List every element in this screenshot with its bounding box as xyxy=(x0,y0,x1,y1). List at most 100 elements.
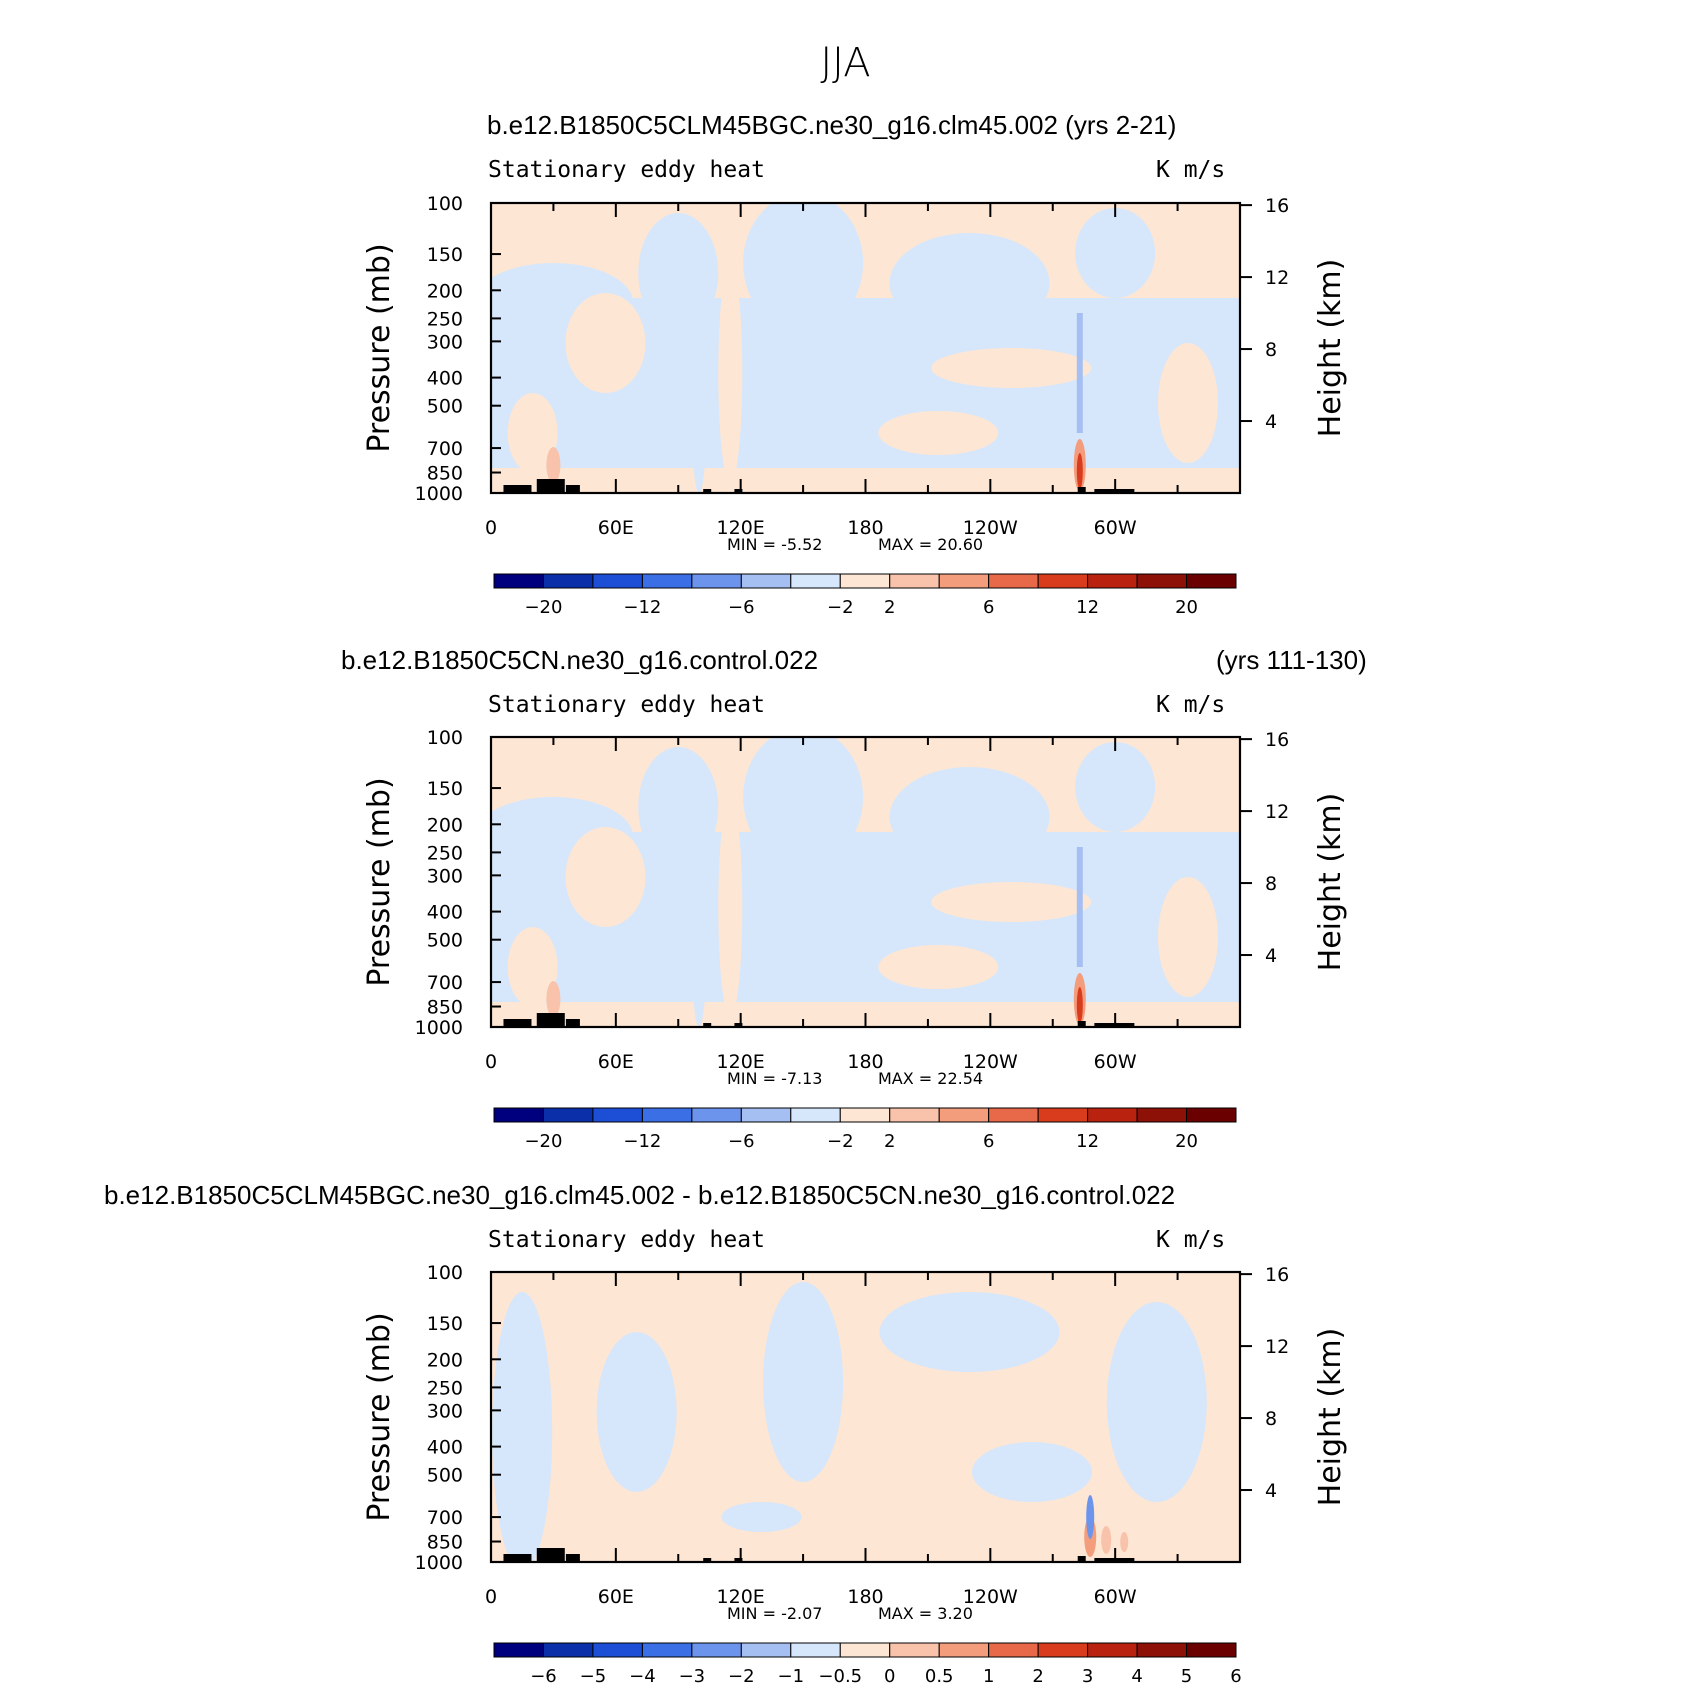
terrain xyxy=(536,1548,565,1562)
height-tick-label: 4 xyxy=(1265,1480,1277,1502)
height-tick-label: 12 xyxy=(1265,801,1289,823)
colorbar-label: −4 xyxy=(629,1666,656,1687)
y-axis-title-right: Height (km) xyxy=(1313,259,1348,438)
height-tick-label: 8 xyxy=(1265,873,1277,895)
colorbar-swatch xyxy=(1186,573,1237,589)
pressure-tick-label: 700 xyxy=(427,972,463,994)
y-axis-title-right: Height (km) xyxy=(1313,1328,1348,1507)
terrain xyxy=(503,1019,532,1027)
colorbar-label: 6 xyxy=(983,1131,994,1152)
x-tick-label: 60E xyxy=(598,517,634,539)
colorbar-label: −6 xyxy=(530,1666,557,1687)
max-label: MAX = 22.54 xyxy=(878,1069,983,1088)
colorbar-swatch xyxy=(592,573,643,589)
colorbar-swatch xyxy=(839,573,891,589)
pressure-tick-label: 150 xyxy=(427,244,463,266)
field-region-negative xyxy=(1075,208,1156,298)
x-tick-label: 180 xyxy=(847,517,883,539)
field-region-negative xyxy=(971,1442,1092,1502)
colorbar-swatch xyxy=(740,1642,792,1658)
colorbar-label: 6 xyxy=(1230,1666,1241,1687)
x-tick-label: 120E xyxy=(717,1586,765,1608)
terrain xyxy=(536,479,565,493)
pressure-tick-label: 200 xyxy=(427,1349,463,1371)
pressure-tick-label: 850 xyxy=(427,1532,463,1554)
panel-1-field-label: Stationary eddy heat xyxy=(488,157,765,183)
pressure-tick-label: 1000 xyxy=(415,483,463,505)
colorbar-swatch xyxy=(1136,573,1188,589)
colorbar-label: 1 xyxy=(983,1666,994,1687)
colorbar-label: 20 xyxy=(1175,597,1198,618)
field-region-positive xyxy=(878,411,999,455)
terrain xyxy=(565,485,580,493)
colorbar-swatch xyxy=(889,1642,940,1658)
height-tick-label: 16 xyxy=(1265,1264,1289,1286)
colorbar-label: 6 xyxy=(983,597,994,618)
pressure-tick-label: 850 xyxy=(427,997,463,1019)
panel-1-field xyxy=(491,203,1240,493)
field-region-negative xyxy=(1075,742,1156,832)
colorbar-swatch xyxy=(592,1642,643,1658)
field-region-positive xyxy=(931,348,1092,388)
colorbar-label: 5 xyxy=(1181,1666,1192,1687)
field-region-positive xyxy=(507,927,558,1007)
max-label: MAX = 3.20 xyxy=(878,1604,973,1623)
x-tick-label: 180 xyxy=(847,1051,883,1073)
field-region-positive xyxy=(1157,343,1218,463)
colorbar-swatch xyxy=(542,573,594,589)
x-tick-label: 120W xyxy=(963,1586,1018,1608)
y-axis-title-left: Pressure (mb) xyxy=(362,1312,397,1521)
min-label: MIN = -7.13 xyxy=(727,1069,822,1088)
colorbar-label: 0 xyxy=(884,1666,895,1687)
colorbar-swatch xyxy=(1186,1107,1237,1123)
colorbar-swatch xyxy=(938,1642,990,1658)
pressure-tick-label: 200 xyxy=(427,814,463,836)
height-tick-label: 8 xyxy=(1265,1408,1277,1430)
colorbar-swatch xyxy=(493,1642,544,1658)
colorbar-swatch xyxy=(790,1107,841,1123)
colorbar-swatch xyxy=(1037,573,1089,589)
colorbar-swatch xyxy=(1186,1642,1237,1658)
colorbar-label: 2 xyxy=(884,1131,895,1152)
terrain xyxy=(703,489,712,493)
pressure-tick-label: 250 xyxy=(427,1377,463,1399)
colorbar-swatch xyxy=(938,1107,990,1123)
pressure-tick-label: 500 xyxy=(427,396,463,418)
min-label: MIN = -2.07 xyxy=(727,1604,822,1623)
height-tick-label: 12 xyxy=(1265,267,1289,289)
x-tick-label: 60W xyxy=(1094,517,1137,539)
field-feature-positive xyxy=(1101,1526,1112,1554)
colorbar-label: −2 xyxy=(827,1131,854,1152)
colorbar-swatch xyxy=(1136,1642,1188,1658)
colorbar-label: 0.5 xyxy=(925,1666,954,1687)
pressure-tick-label: 200 xyxy=(427,280,463,302)
height-tick-label: 16 xyxy=(1265,195,1289,217)
field-region-negative xyxy=(638,747,719,867)
colorbar-swatch xyxy=(592,1107,643,1123)
colorbar-label: −2 xyxy=(728,1666,755,1687)
colorbar-swatch xyxy=(740,1107,792,1123)
panel-2-units: K m/s xyxy=(1156,692,1226,718)
field-feature-negative xyxy=(1086,1495,1095,1539)
y-axis-title-right: Height (km) xyxy=(1313,793,1348,972)
x-tick-label: 180 xyxy=(847,1586,883,1608)
colorbar-label: −12 xyxy=(623,597,661,618)
colorbar-swatch xyxy=(1087,1642,1138,1658)
height-tick-label: 4 xyxy=(1265,411,1277,433)
colorbar-label: −5 xyxy=(580,1666,607,1687)
colorbar-label: 2 xyxy=(1032,1666,1043,1687)
colorbar-label: 20 xyxy=(1175,1131,1198,1152)
height-tick-label: 4 xyxy=(1265,945,1277,967)
colorbar-label: −6 xyxy=(728,597,755,618)
panel-3-units: K m/s xyxy=(1156,1227,1226,1253)
colorbar-label: −6 xyxy=(728,1131,755,1152)
field-region-positive xyxy=(931,882,1092,922)
terrain xyxy=(1077,1021,1086,1027)
colorbar-label: 2 xyxy=(884,597,895,618)
panel-2-run-title: b.e12.B1850C5CN.ne30_g16.control.022 xyxy=(341,645,819,675)
pressure-tick-label: 100 xyxy=(427,193,463,215)
field-feature-positive xyxy=(546,447,561,483)
colorbar-swatch xyxy=(988,1642,1039,1658)
